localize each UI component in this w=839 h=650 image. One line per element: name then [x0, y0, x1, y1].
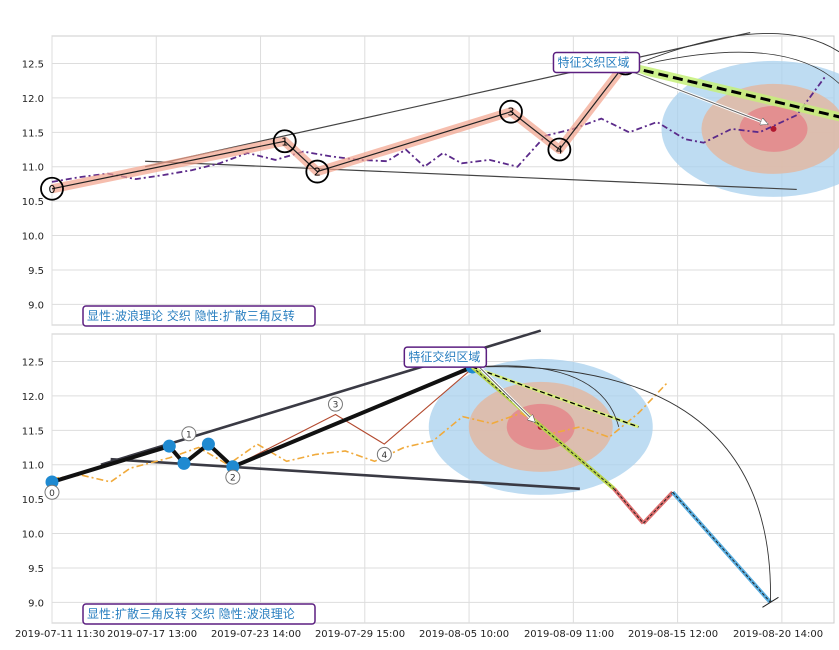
- wave-label: 3: [333, 401, 339, 411]
- pivot-dot: [226, 460, 240, 474]
- y-tick-label: 11.5: [22, 128, 44, 139]
- trend-line: [145, 160, 797, 191]
- wave-label-circle: [225, 469, 241, 485]
- info-text: 显性:扩散三角反转 交织 隐性:波浪理论: [87, 606, 295, 621]
- wave-label-circle: [547, 137, 572, 162]
- wave-label-circle: [327, 396, 343, 412]
- wave-label: 4: [381, 451, 387, 461]
- annotation-text: 特征交织区域: [557, 55, 629, 70]
- y-tick-label: 9.0: [28, 598, 44, 609]
- annotation-box: [403, 346, 488, 368]
- wave-label-circle: [499, 99, 523, 124]
- y-tick-label: 10.5: [22, 197, 44, 208]
- trend-line: [144, 31, 751, 168]
- pivot-dot: [177, 456, 191, 470]
- annotation-box: [552, 51, 641, 74]
- x-tick-label: 2019-08-20 14:00: [733, 629, 823, 640]
- wave-label-circle: [44, 484, 60, 500]
- x-tick-label: 2019-08-05 10:00: [419, 629, 509, 640]
- pivot-dot: [45, 475, 59, 489]
- wave-label: 2: [230, 474, 236, 484]
- projection-arc: [629, 33, 839, 68]
- y-tick-label: 9.5: [28, 266, 44, 277]
- pivot-dot: [201, 437, 215, 451]
- x-tick-label: 2019-08-15 12:00: [628, 629, 718, 640]
- projection-arc-inner: [472, 365, 620, 427]
- bottom-panel: 9.09.510.010.511.011.512.012.5012345特征交织…: [22, 329, 835, 625]
- projection-dashed: [472, 366, 639, 428]
- pivot-path: [51, 365, 474, 484]
- projection-arc: [472, 366, 771, 603]
- y-tick-label: 12.5: [22, 358, 44, 369]
- y-tick-label: 12.0: [22, 392, 44, 403]
- x-tick-label: 2019-08-09 11:00: [524, 629, 614, 640]
- wave-label-circle: [272, 129, 297, 154]
- target-arrow: [631, 71, 767, 124]
- y-tick-label: 11.5: [22, 426, 44, 437]
- target-arrow: [477, 365, 534, 422]
- x-axis: 2019-07-11 11:30 2019-07-17 13:00 2019-07-…: [15, 629, 823, 640]
- top-panel: 9.09.510.010.511.011.512.012.5012345特征交织…: [22, 31, 839, 327]
- projection-segment-dash: [471, 366, 615, 490]
- wave-label: 0: [49, 183, 56, 196]
- annotation-text: 特征交织区域: [408, 349, 480, 364]
- info-box: [82, 603, 316, 625]
- info-box: [82, 305, 316, 327]
- y-tick-label: 10.5: [22, 495, 44, 506]
- target-point: [770, 125, 777, 132]
- wave-path: [232, 367, 473, 468]
- x-tick-label: 2019-07-11 11:30: [15, 629, 105, 640]
- projection-segment-dash: [672, 491, 771, 603]
- x-tick-label: 2019-07-29 15:00: [315, 629, 405, 640]
- wave-label: 2: [314, 166, 321, 179]
- wave-label: 3: [507, 106, 514, 119]
- price-series: [51, 76, 826, 183]
- wave-label: 4: [556, 144, 563, 157]
- plot-area: [51, 333, 835, 624]
- y-tick-label: 9.0: [28, 300, 44, 311]
- pivot-dot: [162, 439, 176, 453]
- x-tick-label: 2019-07-23 14:00: [211, 629, 301, 640]
- projection-highlight: [628, 62, 839, 122]
- y-tick-label: 9.5: [28, 564, 44, 575]
- info-text: 显性:波浪理论 交织 隐性:扩散三角反转: [87, 308, 295, 323]
- x-tick-label: 2019-07-17 13:00: [107, 629, 197, 640]
- wave-label-circle: [40, 176, 64, 201]
- y-tick-label: 11.0: [22, 461, 44, 472]
- wave-path: [51, 63, 626, 190]
- y-tick-label: 10.0: [22, 530, 44, 541]
- y-tick-label: 11.0: [22, 163, 44, 174]
- wave-label: 0: [49, 489, 55, 499]
- projection-segment-dash: [643, 491, 674, 524]
- y-tick-label: 12.5: [22, 60, 44, 71]
- y-tick-label: 12.0: [22, 94, 44, 105]
- wave-label: 1: [281, 135, 288, 148]
- y-tick-label: 10.0: [22, 232, 44, 243]
- price-series: [51, 381, 669, 483]
- wave-label: 1: [186, 430, 192, 440]
- wave-label-circle: [181, 426, 197, 442]
- wave-label-circle: [305, 159, 330, 184]
- projection-end-tick: [762, 596, 779, 608]
- wave-label-circle: [376, 446, 392, 462]
- projection-arc-inner: [647, 51, 839, 85]
- projection-segment-dash: [613, 488, 644, 524]
